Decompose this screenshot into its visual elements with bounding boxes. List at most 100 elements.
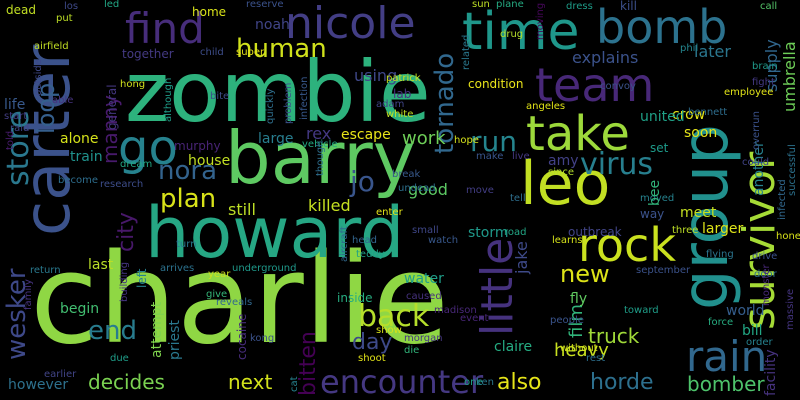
word-monster: monster: [761, 264, 772, 306]
word-give: give: [206, 289, 228, 300]
word-enter: enter: [376, 207, 403, 218]
word-super: super: [236, 47, 265, 58]
word-inside: inside: [337, 291, 373, 305]
word-bill: bill: [742, 323, 763, 339]
word-begin: begin: [60, 301, 100, 317]
word-however: however: [8, 377, 69, 393]
word-employee: employee: [724, 87, 774, 98]
word-world: world: [726, 303, 765, 319]
word-leo: leo: [520, 149, 611, 219]
word-human: human: [236, 34, 327, 64]
word-meet: meet: [680, 205, 717, 221]
word-kill: kill: [620, 0, 637, 13]
word-airfield: airfield: [34, 41, 69, 52]
word-nicole: nicole: [285, 0, 416, 49]
word-undead: undead: [398, 183, 436, 194]
word-three: three: [672, 225, 699, 236]
word-claire: claire: [494, 339, 533, 355]
word-die: die: [404, 345, 420, 356]
word-toward: toward: [624, 305, 659, 316]
word-horde: horde: [590, 370, 654, 395]
word-priest: priest: [167, 320, 183, 360]
word-reserve: reserve: [246, 0, 284, 10]
word-show: show: [376, 325, 402, 336]
word-still: still: [228, 200, 256, 219]
word-family: family: [23, 279, 34, 310]
word-time: time: [462, 2, 580, 62]
word-underground: underground: [232, 263, 297, 274]
word-successful: successful: [787, 144, 798, 196]
word-tell: tell: [510, 193, 526, 204]
word-bennett: bennett: [688, 107, 728, 118]
word-order: order: [746, 337, 773, 348]
word-united: united: [640, 109, 685, 125]
word-house: house: [188, 153, 231, 169]
word-team: team: [535, 58, 655, 112]
word-ken: ken: [476, 377, 494, 388]
word-sun: sun: [472, 0, 490, 10]
word-morgan: morgan: [404, 333, 443, 344]
word-killed: killed: [308, 196, 351, 215]
word-bomber: bomber: [687, 372, 765, 396]
word-left: left: [135, 268, 149, 288]
word-flying: flying: [706, 249, 734, 260]
word-cocaine: cocaine: [235, 313, 249, 360]
word-end: end: [88, 316, 137, 346]
word-aircraft: aircraft: [339, 226, 350, 262]
word-phil: phil: [680, 43, 699, 54]
word-adam: adam: [376, 99, 405, 110]
word-year: year: [208, 269, 231, 280]
word-day: day: [352, 330, 393, 355]
word-good: good: [408, 180, 448, 199]
word-alone: alone: [60, 131, 99, 147]
word-building: building: [119, 261, 130, 302]
word-encounter: encounter: [320, 363, 484, 400]
word-later: later: [694, 42, 731, 61]
word-turn: turn: [176, 239, 197, 250]
word-without: without: [560, 343, 598, 354]
word-condition: condition: [468, 77, 524, 91]
word-start: start: [4, 111, 28, 122]
word-reveals: reveals: [216, 297, 253, 308]
word-vehicle: vehicle: [302, 139, 338, 150]
word-make: make: [476, 151, 504, 162]
word-related: related: [461, 34, 472, 70]
word-go: go: [118, 120, 178, 176]
word-move: move: [466, 185, 494, 196]
word-white: white: [386, 109, 414, 120]
word-become: become: [58, 175, 99, 186]
word-howard: howard: [145, 192, 405, 274]
word-together: together: [122, 47, 174, 61]
word-angeles: angeles: [526, 101, 566, 112]
word-dress: dress: [566, 1, 593, 12]
word-problem: problem: [283, 82, 294, 124]
word-one: one: [464, 377, 483, 388]
word-honey: honey: [776, 231, 800, 242]
word-barry: barry: [225, 116, 416, 200]
word-fly: fly: [570, 291, 588, 307]
word-way: way: [640, 207, 665, 221]
word-water: water: [404, 271, 444, 287]
word-los: los: [64, 1, 79, 12]
word-convoy: convoy: [600, 81, 636, 92]
word-rain: rain: [686, 332, 768, 381]
word-home: home: [192, 5, 227, 19]
word-event: event: [460, 313, 489, 324]
word-patrick: patrick: [386, 73, 421, 84]
word-drive: drive: [752, 251, 778, 262]
word-take: take: [526, 106, 630, 162]
word-moved: moved: [640, 193, 675, 204]
word-infection: infection: [299, 76, 310, 120]
word-bomb: bomb: [596, 0, 728, 54]
word-amy: amy: [548, 153, 579, 169]
word-overrun: overrun: [751, 111, 762, 150]
word-noah: noah: [255, 17, 290, 33]
word-told: told: [5, 130, 16, 150]
word-child: child: [200, 47, 224, 58]
word-arrives: arrives: [160, 263, 195, 274]
word-head: head: [352, 235, 377, 246]
word-run: run: [470, 125, 518, 158]
word-jake: jake: [512, 241, 531, 274]
word-since: since: [548, 167, 574, 178]
word-storm: storm: [468, 225, 509, 241]
